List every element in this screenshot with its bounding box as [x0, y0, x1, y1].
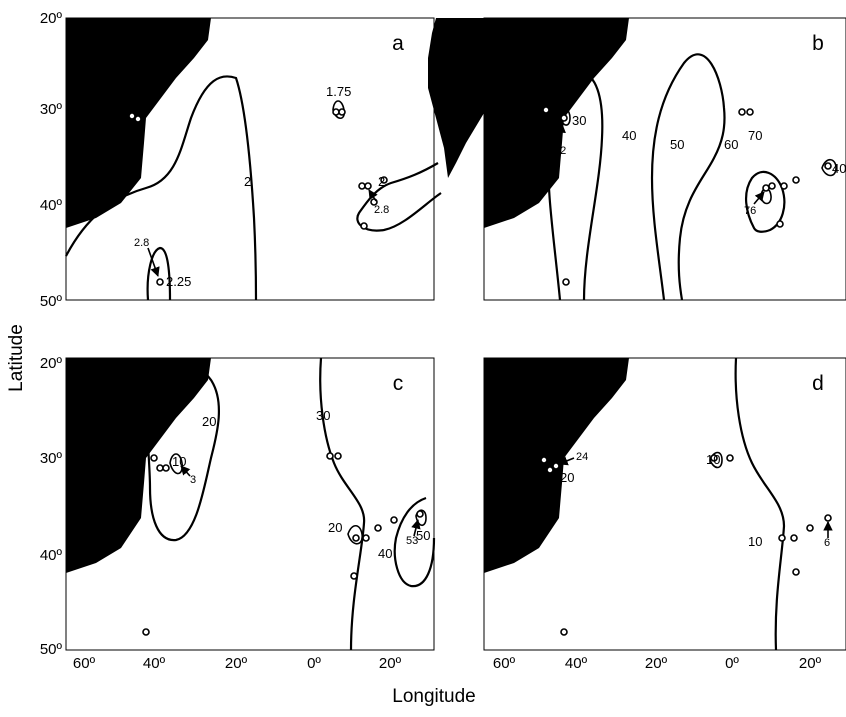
x-tick-right-60: 60º	[493, 655, 516, 672]
panel-d-letter: d	[812, 372, 824, 395]
x-tick-left-40: 40º	[143, 655, 166, 672]
panel-a-label-1: 1.75	[116, 87, 141, 102]
panel-a-label-4: 1.75	[326, 84, 351, 99]
y-tick-bottom-40: 40º	[40, 547, 63, 564]
panel-a-label-6: 2.8	[374, 204, 389, 216]
x-tick-right-20w: 20º	[645, 655, 668, 672]
y-tick-top-30: 30º	[40, 101, 63, 118]
panel-b: b 50 30 22 40 50 60 70 76	[483, 17, 846, 301]
panel-d-label-6: 10	[748, 534, 762, 549]
panel-c-label-4: 30	[316, 408, 330, 423]
panel-d-label-2: 6	[518, 443, 525, 458]
panel-c-label-1: 20	[202, 414, 216, 429]
x-tick-left-20e: 20º	[379, 655, 402, 672]
panel-b-label-6: 60	[724, 137, 738, 152]
panel-b-label-4: 40	[622, 128, 636, 143]
panel-d-label-1: 10	[558, 422, 572, 437]
panel-c-letter-box	[378, 366, 418, 400]
y-axis-ticks-bottom: 20º 30º 40º 50º	[40, 355, 63, 658]
panel-b-label-8: 76	[744, 205, 756, 217]
x-tick-left-0: 0º	[307, 655, 321, 672]
x-axis-ticks-right: 60º 40º 20º 0º 20º	[493, 655, 822, 672]
panel-a: a 1.75 1.3 2 1.75 2 2.8 2.8 2.25	[65, 17, 496, 301]
x-axis-ticks-left: 60º 40º 20º 0º 20º	[73, 655, 402, 672]
panel-a-letter-box	[378, 26, 418, 60]
panel-d-label-7: 6	[824, 537, 830, 549]
panel-c: c 20 10 3 30 20 53 50 40	[65, 357, 436, 651]
y-tick-bottom-20: 20º	[40, 355, 63, 372]
panel-c-label-8: 40	[378, 546, 392, 561]
panel-b-label-1: 50	[520, 128, 534, 143]
x-axis-title: Longitude	[392, 686, 475, 707]
panel-a-label-2: 1.3	[124, 137, 139, 149]
x-tick-left-20w: 20º	[225, 655, 248, 672]
y-axis-ticks-top: 20º 30º 40º 50º	[40, 10, 63, 310]
panel-a-label-5: 2	[378, 174, 385, 189]
panel-d: d 10 6 24 20 10 10 6	[483, 357, 846, 651]
panel-a-label-3: 2	[244, 174, 251, 189]
y-axis-title: Latitude	[6, 324, 27, 392]
panel-a-label-7: 2.8	[134, 237, 149, 249]
x-tick-left-60: 60º	[73, 655, 96, 672]
panel-d-label-5: 10	[706, 452, 720, 467]
y-tick-top-50: 50º	[40, 293, 63, 310]
panel-b-label-2: 30	[572, 113, 586, 128]
y-tick-bottom-50: 50º	[40, 641, 63, 658]
y-tick-top-40: 40º	[40, 197, 63, 214]
panel-c-letter: c	[393, 372, 404, 395]
panel-c-label-3: 3	[190, 474, 196, 486]
x-tick-right-40: 40º	[565, 655, 588, 672]
panel-a-letter: a	[392, 32, 404, 55]
panel-d-label-4: 20	[560, 470, 574, 485]
panel-b-letter-box	[798, 26, 838, 60]
panel-d-letter-box	[798, 366, 838, 400]
panel-c-label-2: 10	[172, 454, 186, 469]
x-tick-right-20e: 20º	[799, 655, 822, 672]
panel-b-letter: b	[812, 32, 824, 55]
panel-b-label-3: 22	[554, 145, 566, 157]
y-tick-bottom-30: 30º	[40, 450, 63, 467]
panel-c-label-7: 50	[416, 528, 430, 543]
x-tick-right-0: 0º	[725, 655, 739, 672]
panel-c-label-5: 20	[328, 520, 342, 535]
panel-b-label-9: 40	[832, 161, 846, 176]
panel-b-label-5: 50	[670, 137, 684, 152]
panel-c-label-6: 53	[406, 535, 418, 547]
y-tick-top-20: 20º	[40, 10, 63, 27]
panel-a-label-8: 2.25	[166, 274, 191, 289]
panel-b-label-7: 70	[748, 128, 762, 143]
panel-d-label-3: 24	[576, 451, 588, 463]
